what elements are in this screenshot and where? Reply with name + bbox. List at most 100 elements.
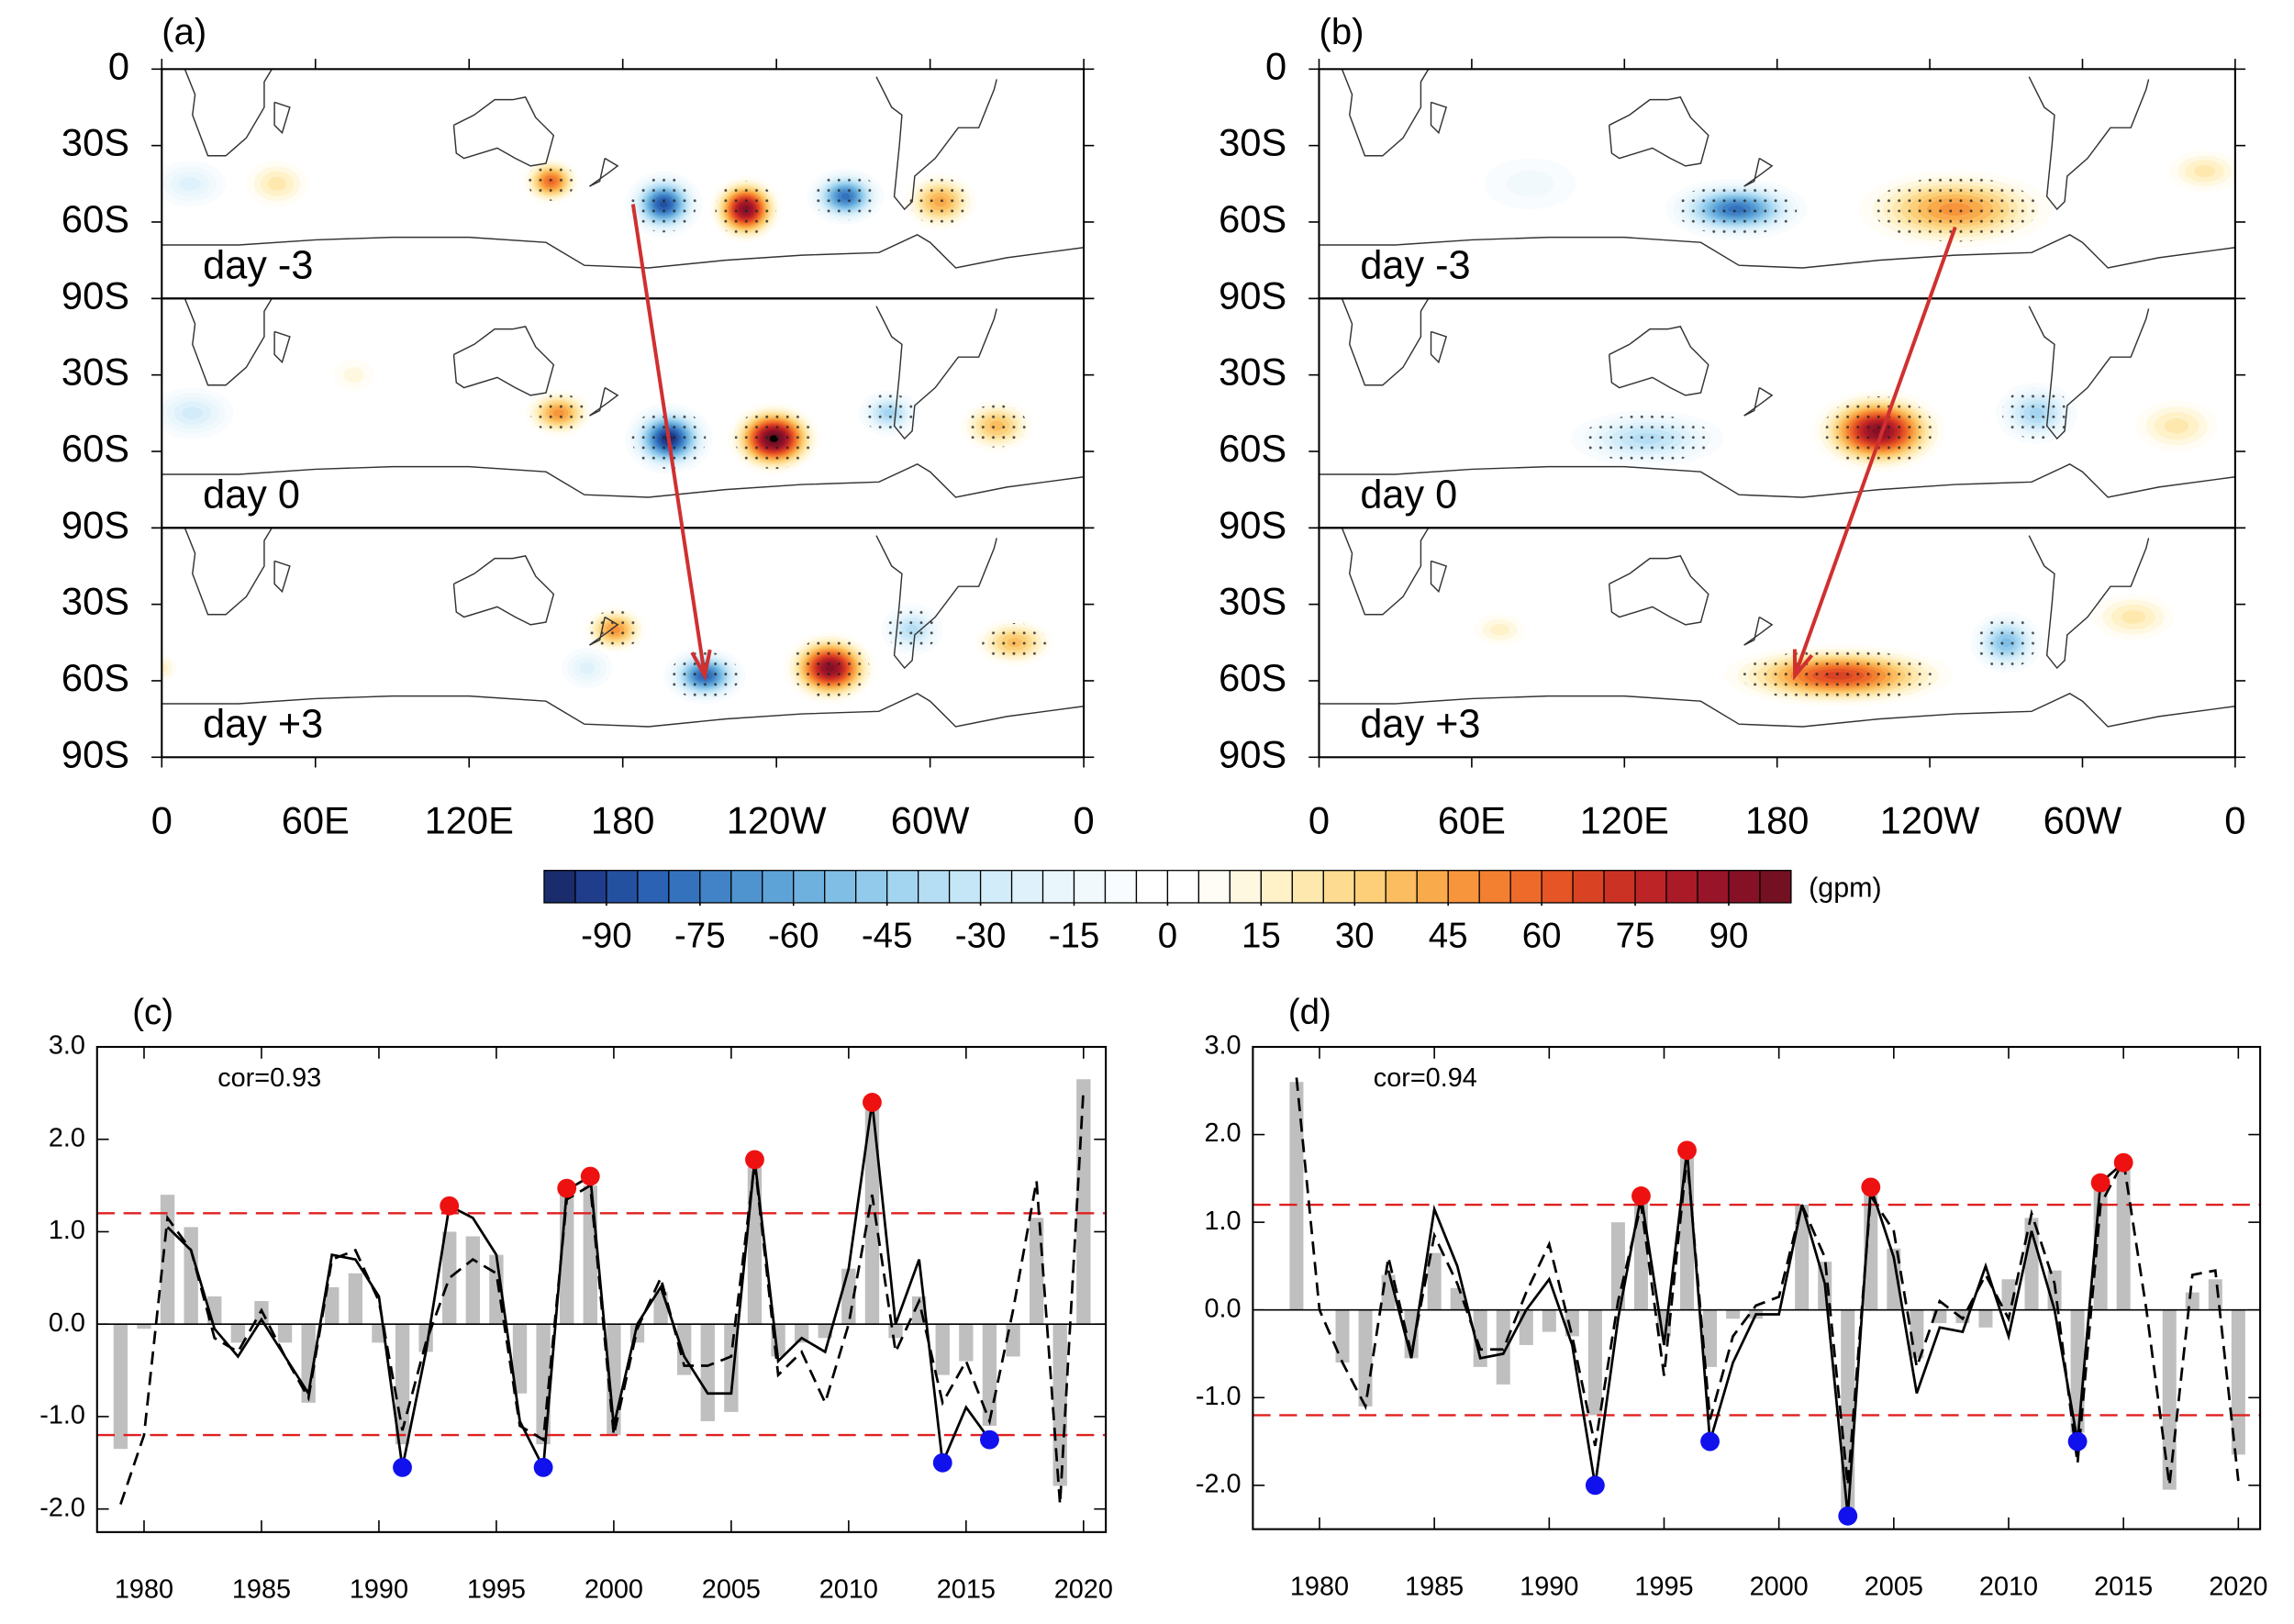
bar: [864, 1107, 880, 1325]
x-tick-label: 1990: [350, 1575, 408, 1605]
y-tick-label: 30S: [61, 121, 129, 164]
event-marker: [863, 1093, 882, 1112]
y-tick-label: 60S: [61, 427, 129, 470]
annotation: cor=0.93: [217, 1063, 321, 1093]
plot-frame: [95, 1045, 1108, 1533]
colorbar-box: [762, 870, 795, 904]
day-label: day -3: [203, 243, 313, 287]
x-tick-label: 2020: [2209, 1572, 2267, 1601]
colorbar-tick-label: 30: [1335, 917, 1375, 956]
y-tick-label: 3.0: [1204, 1031, 1241, 1061]
colorbar-box: [699, 870, 732, 904]
y-tick-label: 90S: [61, 273, 129, 317]
colorbar-box: [1260, 870, 1293, 904]
day-label: day 0: [1360, 473, 1457, 517]
colorbar-box: [918, 870, 951, 904]
map-panel: day +3 30S 60S 90S: [1219, 527, 2246, 775]
colorbar-box: [793, 870, 826, 904]
bar: [1496, 1309, 1510, 1385]
significance-stipple: [734, 408, 814, 470]
coastline: [184, 69, 273, 157]
x-tick-label: 0: [1074, 798, 1095, 841]
bar: [2208, 1279, 2222, 1310]
bar: [583, 1185, 597, 1325]
colorbar-box: [1197, 870, 1231, 904]
y-tick-label: 3.0: [49, 1031, 85, 1061]
x-tick-label: 2010: [819, 1575, 878, 1605]
day-label: day +3: [203, 702, 323, 746]
x-tick-label: 120W: [1880, 798, 1981, 841]
bar: [465, 1236, 481, 1325]
field: [1319, 69, 2235, 269]
x-tick-label: 1985: [232, 1575, 291, 1605]
event-marker: [533, 1457, 553, 1477]
bar: [1358, 1309, 1373, 1407]
bar: [888, 1324, 903, 1339]
coastline: [1430, 330, 1448, 364]
significance-stipple: [863, 394, 916, 433]
x-tick-label: 2015: [937, 1575, 996, 1605]
x-tick-label: 60W: [891, 798, 970, 841]
propagation-arrow: [630, 204, 707, 676]
coastline: [1341, 528, 1430, 616]
x-tick-label: 2000: [1750, 1572, 1809, 1601]
x-tick-label: 120E: [1580, 798, 1669, 841]
y-tick-label: 30S: [1219, 350, 1286, 394]
x-tick-label: 120E: [425, 798, 514, 841]
day-label: day 0: [203, 473, 300, 517]
propagation-arrow: [1793, 226, 1957, 677]
x-tick-label: 1990: [1520, 1572, 1578, 1601]
bar: [113, 1324, 128, 1450]
y-tick-label: 0: [1265, 44, 1286, 87]
x-tick-label: 2005: [702, 1575, 761, 1605]
significance-stipple: [982, 623, 1048, 662]
coastline: [1319, 234, 2235, 269]
annotation: cor=0.94: [1374, 1063, 1477, 1093]
field: [161, 69, 1085, 269]
y-tick-label: 2.0: [49, 1123, 85, 1152]
x-tick-label: 0: [2224, 798, 2245, 841]
colorbar-box: [1478, 870, 1511, 904]
bar: [1978, 1309, 1993, 1328]
coastline: [1743, 157, 1774, 187]
colorbar-box: [1073, 870, 1107, 904]
bar: [700, 1324, 715, 1421]
day-label: day +3: [1360, 702, 1480, 746]
coastline: [452, 326, 555, 396]
colorbar-box: [606, 870, 639, 904]
y-tick-label: 0: [108, 44, 129, 87]
coastline: [1430, 101, 1448, 135]
bar: [2116, 1165, 2131, 1310]
arrow-head: [1792, 649, 1814, 681]
event-marker: [1585, 1475, 1605, 1496]
colorbar-box: [1166, 870, 1200, 904]
colorbar-box: [1353, 870, 1386, 904]
x-tick-label: 2000: [585, 1575, 643, 1605]
colorbar-tick-label: -45: [862, 917, 913, 956]
colorbar-unit: (gpm): [1809, 873, 1881, 904]
y-tick-label: 60S: [1219, 656, 1286, 699]
colorbar-box: [1416, 870, 1449, 904]
bar: [1587, 1309, 1602, 1416]
map-panel: day -3 0 30S 60S 90S: [61, 44, 1095, 317]
coastline: [452, 96, 555, 167]
panel-frame: [161, 297, 1086, 529]
colorbar-box: [543, 870, 576, 904]
event-marker: [1861, 1177, 1881, 1197]
anomaly-contour: [2121, 610, 2146, 624]
dashed-line: [119, 1088, 1086, 1506]
bar: [137, 1324, 151, 1329]
x-tick-label: 1995: [467, 1575, 526, 1605]
bar: [2185, 1292, 2199, 1310]
x-tick-label: 2015: [2094, 1572, 2153, 1601]
colorbar-box: [668, 870, 701, 904]
bar: [1726, 1309, 1741, 1319]
colorbar-box: [1603, 870, 1636, 904]
event-marker: [932, 1452, 952, 1473]
bar: [935, 1324, 950, 1375]
y-tick-label: 30S: [61, 350, 129, 394]
bar: [794, 1324, 809, 1343]
bar: [959, 1324, 974, 1362]
colorbar-box: [1509, 870, 1542, 904]
